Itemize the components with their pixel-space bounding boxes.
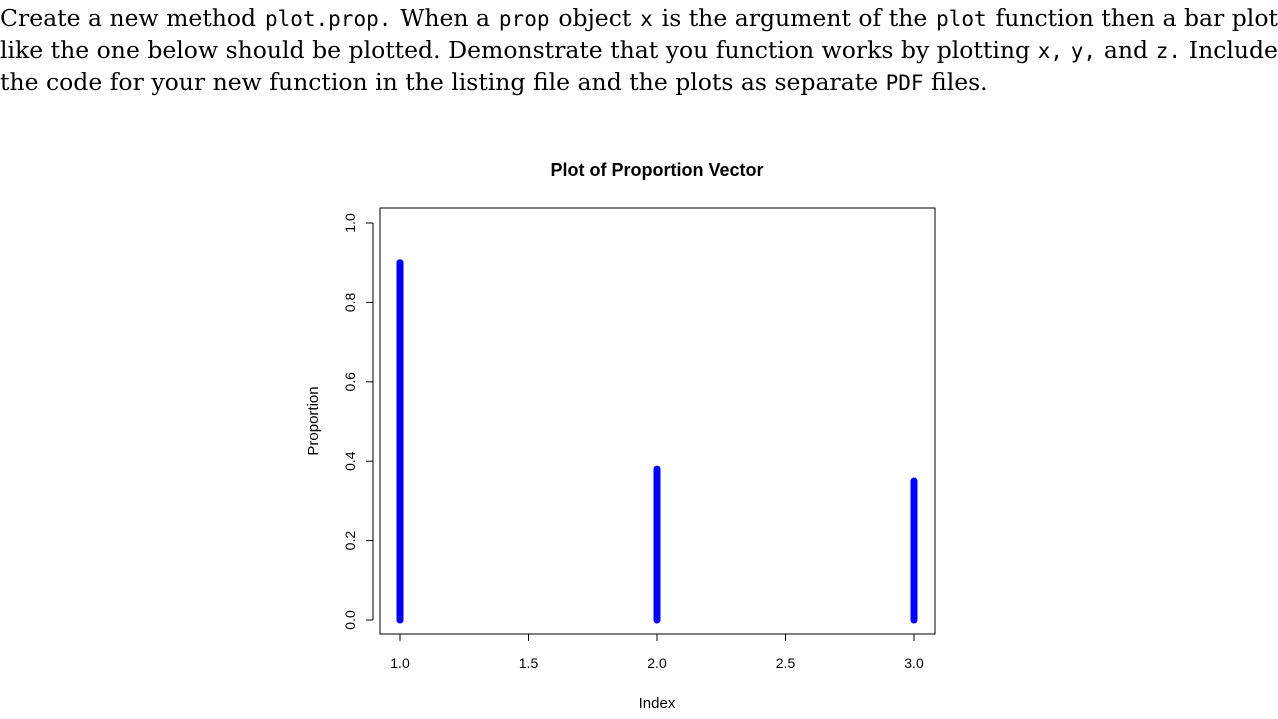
statement-segment: prop xyxy=(499,2,550,34)
y-tick-label: 0.2 xyxy=(342,531,358,551)
x-tick-label: 2.5 xyxy=(776,655,796,671)
statement-line-1: Create a new method plot.prop. When a pr… xyxy=(0,2,1278,34)
y-tick-label: 0.6 xyxy=(342,372,358,392)
statement-segment: like the one below should be plotted. xyxy=(0,36,441,64)
inline-code-z: z. xyxy=(1155,39,1182,63)
statement-segment: is the argument of the xyxy=(661,4,928,32)
statement-segment: function then a bar plot xyxy=(995,4,1278,32)
inline-code-x: x, xyxy=(1037,39,1064,63)
statement-segment: Include xyxy=(1188,36,1278,64)
inline-code-plot: plot xyxy=(936,7,987,31)
y-tick-label: 0.8 xyxy=(342,292,358,312)
inline-code-x: x xyxy=(640,7,653,31)
inline-code-prop: prop xyxy=(498,7,550,31)
chart-title: Plot of Proportion Vector xyxy=(550,160,763,180)
statement-segment: plot xyxy=(936,2,987,34)
x-tick-label: 2.0 xyxy=(647,655,667,671)
x-tick-label: 3.0 xyxy=(904,655,924,671)
x-tick-label: 1.0 xyxy=(390,655,410,671)
statement-segment: Create a new method xyxy=(0,4,257,32)
x-tick-label: 1.5 xyxy=(519,655,539,671)
statement-segment: x xyxy=(640,2,653,34)
y-tick-label: 1.0 xyxy=(342,213,358,233)
statement-line-3: the code for your new function in the li… xyxy=(0,68,988,96)
statement-segment: y, xyxy=(1071,34,1096,66)
statement-segment: object xyxy=(558,4,632,32)
inline-code-plot-prop: plot.prop. xyxy=(264,7,392,31)
x-axis: 1.0 1.5 2.0 2.5 3.0 xyxy=(390,633,924,671)
statement-segment: and xyxy=(1103,36,1149,64)
statement-segment: Demonstrate that you function works by p… xyxy=(448,36,1031,64)
y-axis: 0.0 0.2 0.4 0.6 0.8 1.0 xyxy=(342,213,374,630)
statement-segment: plot.prop. xyxy=(265,2,391,34)
statement-segment: When a xyxy=(400,4,491,32)
x-axis-label: Index xyxy=(639,695,676,712)
y-axis-label: Proportion xyxy=(305,386,322,455)
y-tick-label: 0.4 xyxy=(342,451,358,471)
bar-series xyxy=(396,259,918,624)
statement-line-2: like the one below should be plotted. De… xyxy=(0,34,1278,66)
inline-code-y: y, xyxy=(1070,39,1097,63)
statement-segment: z. xyxy=(1156,34,1181,66)
inline-code-pdf: PDF xyxy=(885,71,924,95)
y-tick-label: 0.0 xyxy=(342,610,358,630)
statement-segment: x, xyxy=(1038,34,1063,66)
